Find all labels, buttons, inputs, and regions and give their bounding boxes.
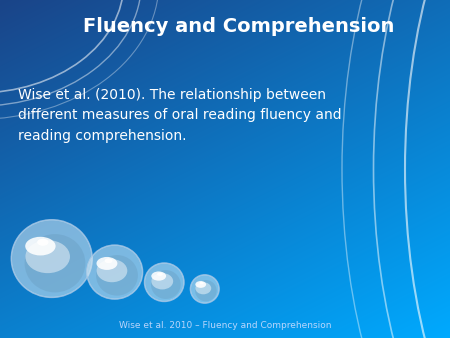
Ellipse shape (96, 255, 138, 296)
Ellipse shape (25, 237, 56, 256)
Ellipse shape (11, 220, 92, 297)
Ellipse shape (195, 282, 211, 294)
Text: Wise et al. (2010). The relationship between
different measures of oral reading : Wise et al. (2010). The relationship bet… (18, 88, 342, 143)
Text: Fluency and Comprehension: Fluency and Comprehension (83, 17, 394, 36)
Ellipse shape (157, 272, 162, 276)
Ellipse shape (37, 239, 49, 246)
Ellipse shape (87, 245, 143, 299)
Ellipse shape (195, 281, 206, 288)
Ellipse shape (199, 282, 203, 284)
Ellipse shape (190, 275, 219, 303)
Ellipse shape (195, 280, 217, 301)
Ellipse shape (151, 273, 173, 289)
Ellipse shape (25, 234, 86, 292)
Ellipse shape (96, 257, 117, 270)
Ellipse shape (151, 271, 166, 281)
Ellipse shape (97, 259, 127, 282)
Ellipse shape (151, 270, 181, 299)
Ellipse shape (25, 240, 70, 273)
Ellipse shape (144, 263, 184, 301)
Text: Wise et al. 2010 – Fluency and Comprehension: Wise et al. 2010 – Fluency and Comprehen… (119, 320, 331, 330)
Ellipse shape (105, 258, 112, 263)
